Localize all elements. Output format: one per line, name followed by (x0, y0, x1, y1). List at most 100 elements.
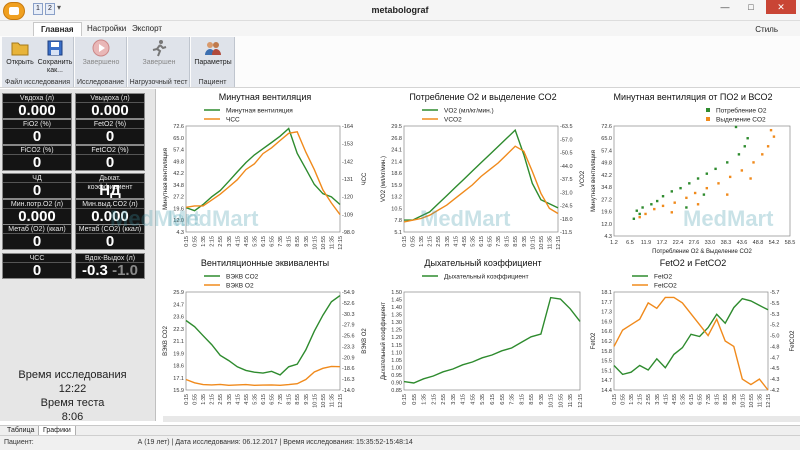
scatter-point (746, 137, 749, 140)
chart-title: Минутная вентиляция (218, 92, 312, 102)
metric-label: Vвыдоха (л) (76, 94, 144, 103)
test-finished-button[interactable]: Завершен (138, 39, 180, 67)
y-tick-label: 18.6 (391, 171, 402, 177)
x-tick-label: 11:35 (329, 394, 335, 407)
scatter-point (653, 207, 656, 211)
y-tick-label: 1.50 (391, 290, 402, 296)
patient-label: Пациент: (4, 439, 34, 446)
x-tick-label: 11:35 (329, 236, 335, 249)
x-tick-label: 0:15 (402, 236, 408, 247)
y-tick-label: 42.2 (173, 171, 184, 177)
y-tick-label: 21.4 (391, 159, 402, 165)
y2-tick-label: -23.3 (342, 344, 355, 350)
metric-value: 0 (32, 128, 42, 145)
close-button[interactable]: ✕ (766, 0, 796, 14)
x-tick-label: 8:55 (295, 394, 301, 405)
y-axis-label: FetO2 (591, 332, 597, 349)
quick-access-2[interactable]: 2 (45, 3, 55, 15)
tab-home[interactable]: Главная (33, 22, 82, 36)
tab-table[interactable]: Таблица (7, 427, 35, 434)
x-tick-label: 2:55 (436, 236, 442, 247)
study-date: | Дата исследования: 06.12.2017 (171, 439, 278, 446)
quick-access-dropdown-icon[interactable]: ▾ (57, 3, 62, 12)
legend-label: FetCO2 (654, 283, 677, 290)
y2-tick-label: -109 (342, 212, 353, 218)
chart-svg: FetO2 FetCO2 14.4 14.7 15.1 15.5 15.8 16.2 16.6 1… (591, 274, 796, 408)
x-tick-label: 5:35 (480, 394, 486, 405)
quick-access-1[interactable]: 1 (33, 3, 43, 15)
x-tick-label: 9:35 (539, 394, 545, 405)
y2-axis-label: ЧСС (362, 172, 368, 185)
runner-icon (152, 40, 167, 57)
chart-svg: VO2 (мл/кг/мин.) VCO2 5.1 7.8 10.5 13.2 15.9 18… (381, 108, 586, 250)
scatter-point (696, 177, 700, 180)
y2-tick-label: -4.8 (770, 344, 779, 350)
y2-tick-label: -52.6 (342, 301, 355, 307)
series-line (404, 128, 559, 221)
study-finished-label: Завершено (82, 59, 120, 66)
style-menu[interactable]: Стиль (755, 25, 778, 34)
save-as-button-label: Сохранить как... (37, 59, 73, 74)
x-tick-label: 6:15 (261, 394, 267, 405)
x-tick-label: 4:55 (672, 394, 678, 405)
study-finished-button[interactable]: Завершено (81, 39, 121, 67)
scatter-point (705, 186, 709, 190)
y-tick-label: 19.6 (601, 210, 612, 216)
scatter-point (717, 182, 720, 185)
maximize-button[interactable]: □ (748, 2, 754, 12)
x-tick-label: 10:55 (749, 394, 755, 408)
y-tick-label: 1.40 (391, 305, 402, 311)
x-tick-label: 4:15 (663, 394, 669, 405)
scatter-point (632, 217, 636, 220)
play-icon (92, 39, 110, 57)
parameters-button[interactable]: Параметры (193, 39, 233, 67)
metric-label: Метаб (O2) (ккал) (3, 225, 71, 234)
app-logo-icon[interactable] (3, 2, 25, 20)
open-button[interactable]: Открыть (5, 39, 35, 67)
metric-value: 0 (105, 233, 115, 250)
y-tick-label: 15.1 (601, 368, 612, 374)
x-tick-label: 9:35 (304, 236, 310, 247)
tab-settings[interactable]: Настройки (87, 24, 127, 33)
minimize-button[interactable]: — (720, 2, 730, 12)
y-tick-label: 12.0 (173, 218, 184, 224)
x-tick-label: 0:55 (193, 236, 199, 247)
x-tick-label: 3:35 (227, 236, 233, 247)
x-tick-label: 11:35 (547, 236, 553, 249)
y2-tick-label: -27.9 (342, 323, 355, 329)
x-tick-label: 27.6 (689, 240, 700, 246)
tab-export[interactable]: Экспорт (132, 24, 163, 33)
patient-age: А (19 лет) (137, 439, 170, 446)
y2-tick-label: -54.9 (342, 290, 355, 296)
scatter-point (685, 206, 688, 209)
metric-label: FiCO2 (%) (3, 146, 71, 155)
y-axis-label: Минутная вентиляция (591, 150, 597, 212)
scatter-point (728, 175, 732, 179)
save-as-button[interactable]: Сохранить как... (37, 39, 73, 75)
y-tick-label: 1.35 (391, 313, 402, 319)
y2-tick-label: -4.2 (770, 388, 779, 394)
x-tick-label: 4:55 (244, 394, 250, 405)
chart-title: Дыхательный коэффициент (424, 258, 542, 268)
scatter-point (769, 128, 773, 132)
series-line (403, 296, 581, 384)
y2-tick-label: -30.3 (342, 312, 355, 318)
x-tick-label: 6:55 (270, 236, 276, 247)
scatter-point (761, 153, 764, 156)
metric-label: ЧСС (3, 254, 71, 263)
metric-value: 0 (32, 262, 42, 279)
x-tick-label: 5:35 (680, 394, 686, 405)
folder-icon (11, 42, 29, 56)
x-tick-label: 6:55 (488, 236, 494, 247)
metric-exhale-volume: Vвыдоха (л) 0.000 (75, 93, 145, 119)
y-tick-label: 14.4 (601, 388, 612, 394)
x-tick-label: 2:15 (428, 236, 434, 247)
metric-respiratory-rate: ЧД 0 (2, 173, 72, 199)
x-tick-label: 38.3 (721, 240, 732, 246)
y2-tick-label: -153 (342, 142, 353, 148)
series-line (185, 295, 341, 376)
x-tick-label: 10:15 (740, 394, 746, 408)
horizontal-scrollbar[interactable] (163, 416, 800, 422)
y-tick-label: 25.9 (173, 290, 184, 296)
y2-tick-label: -120 (342, 195, 353, 201)
